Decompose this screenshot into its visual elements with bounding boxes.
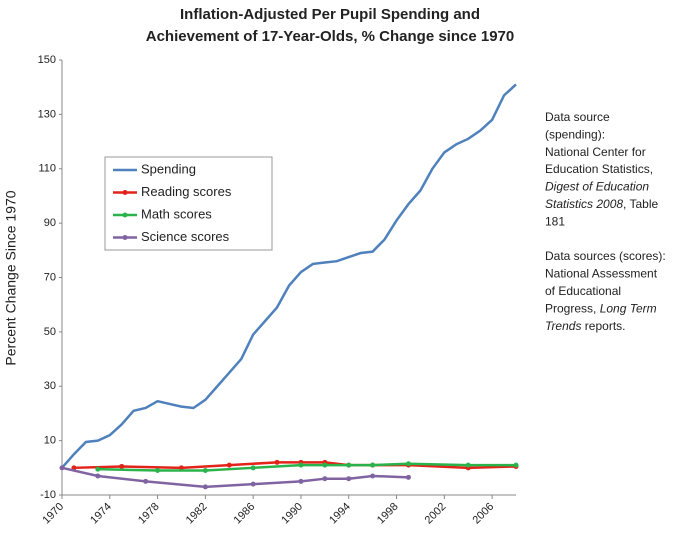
point (405, 461, 411, 467)
note-line: Statistics 2008, Table (545, 197, 659, 211)
note-line: Data sources (scores): (545, 249, 666, 263)
x-tick-label: 1994 (327, 501, 353, 527)
y-tick-label: 50 (44, 326, 56, 338)
point (298, 478, 304, 484)
point (513, 462, 519, 468)
note-text: National Center for (545, 145, 646, 159)
note-text: (spending): (545, 128, 605, 142)
note-line: of Educational (545, 284, 621, 298)
x-tick-label: 2006 (470, 501, 496, 527)
note-line: (spending): (545, 128, 605, 142)
point (298, 462, 304, 468)
x-tick-label: 1970 (40, 501, 66, 527)
x-tick-label: 1990 (279, 501, 305, 527)
point (370, 462, 376, 468)
point (119, 463, 125, 469)
note-text: Data sources (scores): (545, 249, 666, 263)
point (202, 468, 208, 474)
note-text: Statistics 2008 (545, 197, 623, 211)
point (155, 468, 161, 474)
note-text: Trends (545, 319, 581, 333)
note-line: National Center for (545, 145, 646, 159)
legend-marker (122, 212, 128, 218)
y-tick-label: 10 (44, 435, 56, 447)
point (346, 476, 352, 482)
point (370, 473, 376, 479)
legend-label: Spending (141, 161, 196, 176)
x-tick-label: 1982 (184, 501, 210, 527)
point (322, 462, 328, 468)
x-tick-label: 2002 (423, 501, 449, 527)
chart-title: Achievement of 17-Year-Olds, % Change si… (146, 28, 514, 45)
legend-label: Reading scores (141, 184, 232, 199)
legend-marker (122, 235, 128, 240)
legend-label: Science scores (141, 229, 230, 244)
legend-box (104, 156, 273, 251)
note-text: of Educational (545, 284, 621, 298)
note-line: Trends reports. (545, 319, 625, 333)
y-tick-label: 90 (44, 217, 56, 229)
note-text: reports. (581, 319, 625, 333)
y-tick-label: -10 (40, 489, 56, 501)
note-text: Progress, (545, 302, 600, 316)
y-tick-label: 30 (44, 380, 56, 392)
series-line (73, 461, 517, 470)
legend-label: Math scores (141, 206, 212, 221)
note-text: 181 (545, 215, 565, 229)
point (95, 466, 101, 472)
point (250, 481, 256, 487)
point (95, 473, 101, 479)
point (178, 465, 184, 471)
note-text: Digest of Education (545, 180, 649, 194)
point (405, 474, 411, 480)
x-tick-label: 1974 (88, 501, 114, 527)
point (465, 462, 471, 468)
point (143, 478, 149, 484)
series-line (61, 466, 409, 489)
note-line: Digest of Education (545, 180, 649, 194)
y-axis-label: Percent Change Since 1970 (3, 190, 19, 365)
note-text: , Table (623, 197, 658, 211)
chart-title: Inflation-Adjusted Per Pupil Spending an… (180, 6, 480, 23)
x-tick-label: 1986 (232, 501, 258, 527)
y-tick-label: 130 (38, 108, 56, 120)
note-text: Data source (545, 110, 610, 124)
point (346, 462, 352, 468)
y-tick-label: 110 (38, 163, 56, 175)
point (226, 462, 232, 468)
note-text: Education Statistics, (545, 162, 653, 176)
note-line: Education Statistics, (545, 162, 653, 176)
x-tick-label: 1998 (375, 501, 401, 527)
point (322, 476, 328, 482)
note-line: Data source (545, 110, 610, 124)
note-line: 181 (545, 215, 565, 229)
y-tick-label: 70 (44, 271, 56, 283)
note-line: Progress, Long Term (545, 302, 657, 316)
note-text: National Assessment (545, 267, 658, 281)
legend-marker (122, 190, 128, 195)
point (59, 465, 65, 471)
note-line: National Assessment (545, 267, 658, 281)
series-line (61, 83, 517, 469)
x-tick-label: 1978 (136, 501, 162, 527)
point (250, 465, 256, 471)
point (274, 459, 280, 465)
note-text: Long Term (600, 302, 657, 316)
y-tick-label: 150 (38, 54, 56, 66)
point (202, 484, 208, 490)
